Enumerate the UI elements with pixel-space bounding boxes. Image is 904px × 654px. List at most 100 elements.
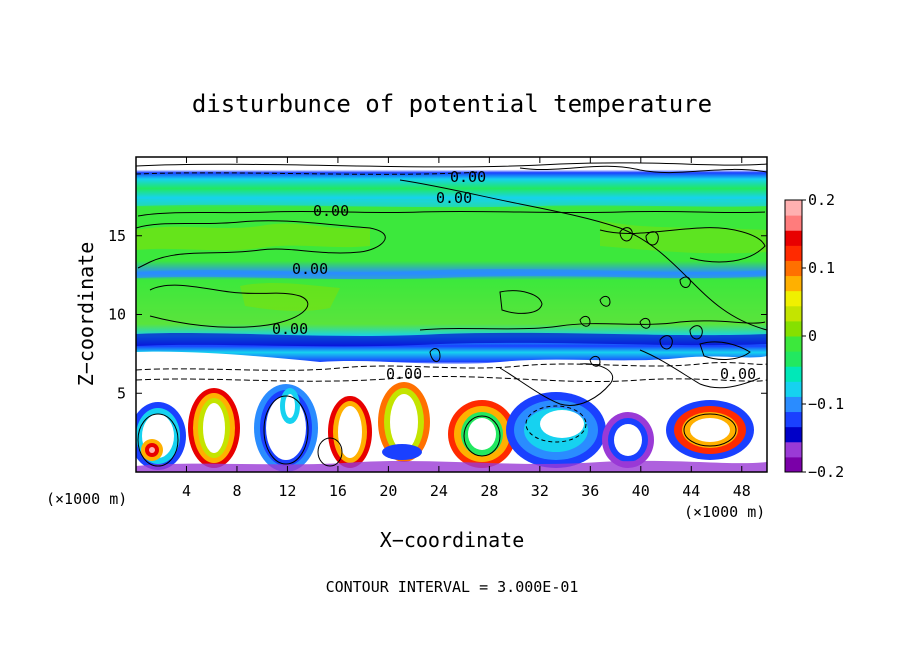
eddy-ring <box>188 388 240 468</box>
colorbar-cell <box>785 215 802 231</box>
y-ticks <box>136 235 767 394</box>
eddy-ring <box>328 396 372 468</box>
contour-interval-note: CONTOUR INTERVAL = 3.000E-01 <box>326 578 579 596</box>
colorbar-cell <box>785 275 802 292</box>
x-tick-label: 16 <box>329 482 347 500</box>
colorbar-cell <box>785 305 802 322</box>
x-tick-labels: 4 8 12 16 20 24 28 32 36 40 44 48 <box>182 482 751 500</box>
x-tick-label: 8 <box>232 482 241 500</box>
x-tick-label: 24 <box>430 482 448 500</box>
x-tick-label: 48 <box>733 482 751 500</box>
contour-label: 0.00 <box>720 365 756 383</box>
bottom-purple-band <box>136 460 767 472</box>
colorbar-cell <box>785 260 802 277</box>
colorbar-cell <box>785 441 802 458</box>
y-tick-label: 5 <box>117 384 126 402</box>
contour-line <box>419 320 766 331</box>
blue-streak <box>136 269 767 280</box>
colorbar-label: 0 <box>808 327 817 345</box>
x-tick-label: 20 <box>379 482 397 500</box>
contour-line <box>639 349 761 389</box>
colorbar-cell <box>785 290 802 307</box>
x-axis: 4 8 12 16 20 24 28 32 36 40 44 48 (×1000 m) (×1000 … <box>46 157 765 552</box>
eddy-ring <box>378 382 430 462</box>
contour-line <box>463 415 501 457</box>
eddy-ring <box>602 412 654 468</box>
white-ridge <box>136 351 767 366</box>
colorbar-cell <box>785 366 802 382</box>
contour-lines <box>136 162 767 467</box>
colorbar-cell <box>785 381 802 397</box>
x-tick-label: 44 <box>682 482 700 500</box>
green-patch <box>136 223 370 251</box>
colorbar-cell <box>785 426 802 443</box>
contour-line <box>136 171 481 175</box>
colorbar-cell <box>785 200 802 216</box>
colorbar-ticks <box>802 199 806 473</box>
contour-line <box>136 162 767 168</box>
contour-line <box>499 363 613 406</box>
contour-label: 0.00 <box>386 365 422 383</box>
colorbar-cells <box>785 200 802 473</box>
x-unit-left: (×1000 m) <box>46 490 127 508</box>
colorbar-cell <box>785 320 802 337</box>
cyan-streak <box>136 197 767 208</box>
x-tick-label: 32 <box>531 482 549 500</box>
y-axis-label: Z−coordinate <box>74 242 98 387</box>
contour-line <box>699 341 751 360</box>
eddy-ring <box>448 400 516 468</box>
x-tick-label: 40 <box>632 482 650 500</box>
plot-area: 0.00 0.00 0.00 0.00 0.00 0.00 0.00 <box>136 157 767 472</box>
contour-line <box>263 395 309 465</box>
colorbar-label: 0.1 <box>808 259 835 277</box>
colorbar-cell <box>785 336 802 352</box>
contour-label: 0.00 <box>292 260 328 278</box>
x-axis-label: X−coordinate <box>380 528 525 552</box>
colorbar-label: 0.2 <box>808 191 835 209</box>
green-patch <box>240 282 340 312</box>
contour-line <box>683 413 737 447</box>
contour-line <box>137 413 179 467</box>
contour-line <box>519 165 767 174</box>
blue-streak <box>136 332 767 347</box>
contour-line <box>317 437 343 467</box>
eddy-ring <box>506 392 606 468</box>
green-patch <box>600 220 767 254</box>
contour-line <box>399 179 767 331</box>
contour-line <box>499 290 543 314</box>
colorbar-cell <box>785 245 802 261</box>
contour-label: 0.00 <box>450 168 486 186</box>
x-tick-label: 28 <box>480 482 498 500</box>
colorbar-label: −0.2 <box>808 463 844 481</box>
y-tick-labels: 5 10 15 <box>108 227 126 403</box>
y-tick-label: 10 <box>108 306 126 324</box>
contour-line <box>136 220 386 269</box>
colorbar-cell <box>785 396 802 413</box>
colorbar-label: −0.1 <box>808 395 844 413</box>
colorbar-cell <box>785 411 802 428</box>
x-tick-label: 4 <box>182 482 191 500</box>
contour-label: 0.00 <box>272 320 308 338</box>
x-ticks <box>185 157 743 472</box>
chart-title: disturbunce of potential temperature <box>192 90 712 118</box>
x-unit-right: (×1000 m) <box>684 503 765 521</box>
contour-label: 0.00 <box>313 202 349 220</box>
contour-line <box>599 227 766 263</box>
contour-line <box>149 284 309 328</box>
colorbar-labels: 0.2 0.1 0 −0.1 −0.2 <box>808 191 844 481</box>
field-upper-patches <box>136 197 767 366</box>
contour-label: 0.00 <box>436 189 472 207</box>
contour-line <box>525 405 587 443</box>
contour-line <box>429 227 703 367</box>
y-axis: 5 10 15 Z−coordinate <box>74 227 767 403</box>
x-tick-label: 36 <box>581 482 599 500</box>
contour-line <box>137 210 766 217</box>
colorbar-cell <box>785 230 802 246</box>
contour-line <box>136 375 767 383</box>
x-tick-label: 12 <box>278 482 296 500</box>
colorbar-cell <box>785 351 802 367</box>
y-tick-label: 15 <box>108 227 126 245</box>
contour-labels: 0.00 0.00 0.00 0.00 0.00 0.00 0.00 <box>272 168 756 383</box>
colorbar: 0.2 0.1 0 −0.1 −0.2 <box>784 191 844 481</box>
